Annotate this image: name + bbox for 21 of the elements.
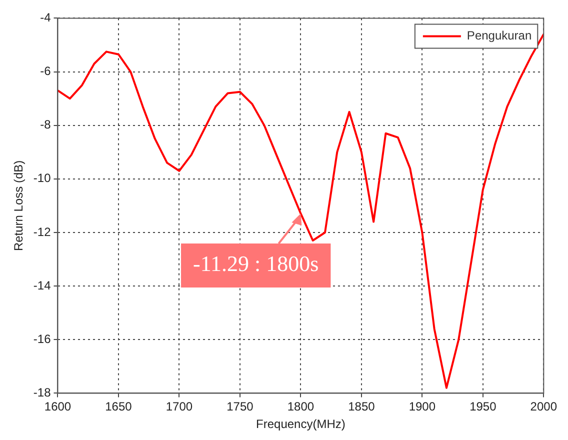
- x-tick-label: 1800: [287, 400, 314, 414]
- y-tick-label: -4: [40, 10, 52, 25]
- y-tick-label: -10: [33, 171, 52, 186]
- legend-label: Pengukuran: [466, 28, 532, 43]
- x-tick-label: 1850: [348, 400, 376, 414]
- y-tick-label: -18: [33, 386, 52, 400]
- y-tick-label: -12: [33, 224, 52, 239]
- y-tick-label: -16: [33, 332, 52, 346]
- y-axis-title: Return Loss (dB): [12, 160, 26, 252]
- x-axis-title: Frequency(MHz): [256, 417, 346, 432]
- y-tick-label: -14: [33, 278, 52, 292]
- x-tick-label: 1900: [408, 400, 436, 414]
- x-tick-label: 2000: [530, 400, 558, 414]
- x-tick-label: 1650: [105, 400, 132, 414]
- y-tick-label: -6: [40, 64, 52, 78]
- x-tick-label: 1950: [470, 400, 497, 414]
- x-tick-label: 1750: [226, 400, 254, 414]
- x-tick-label: 1600: [44, 400, 72, 414]
- annotation: -11.29 : 1800s: [193, 251, 319, 276]
- y-tick-label: -8: [40, 118, 52, 132]
- x-tick-label: 1700: [166, 400, 193, 414]
